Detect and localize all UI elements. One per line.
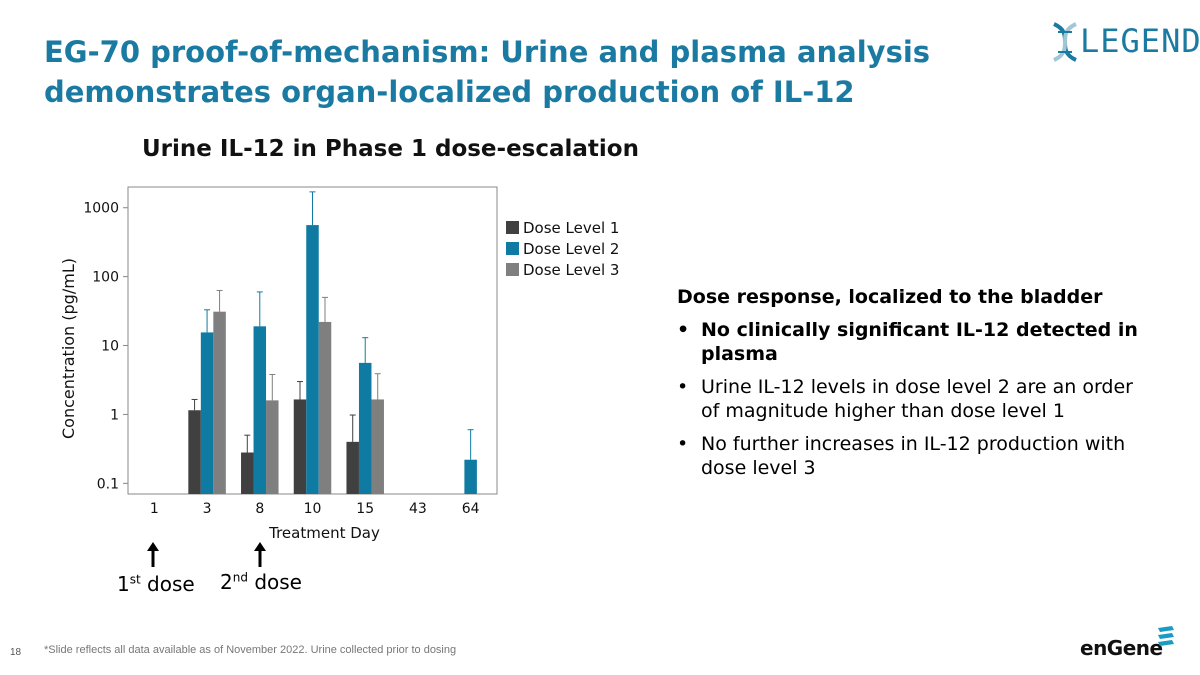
- x-tick-label: 3: [203, 501, 212, 517]
- footnote: *Slide reflects all data available as of…: [44, 644, 457, 656]
- bar: [346, 441, 359, 494]
- bar: [371, 399, 384, 494]
- page-number: 18: [10, 647, 22, 658]
- bullet-item: No further increases in IL-12 production…: [677, 432, 1157, 480]
- x-tick-label: 43: [409, 501, 427, 517]
- legend-label: Dose Level 1: [523, 219, 619, 237]
- y-tick-label: 1000: [83, 201, 119, 217]
- second-dose-label: 2nd dose: [220, 570, 302, 594]
- bar: [266, 400, 279, 494]
- right-panel: Dose response, localized to the bladder …: [677, 286, 1157, 489]
- legend-swatch: [506, 242, 519, 255]
- legend-swatch: [506, 221, 519, 234]
- right-panel-heading: Dose response, localized to the bladder: [677, 286, 1103, 308]
- x-tick-label: 8: [255, 501, 264, 517]
- y-tick-label: 100: [92, 270, 119, 286]
- bullet-item: No clinically significant IL-12 detected…: [677, 318, 1157, 366]
- chart-title: Urine IL-12 in Phase 1 dose-escalation: [142, 136, 639, 162]
- slide-title: EG-70 proof-of-mechanism: Urine and plas…: [44, 35, 931, 109]
- x-tick-label: 64: [462, 501, 480, 517]
- bar: [464, 459, 477, 494]
- legend-label: Dose Level 2: [523, 240, 619, 258]
- engene-logo-text: enGene: [1080, 636, 1163, 660]
- stripes-icon: [1158, 626, 1174, 646]
- dna-icon: [1053, 22, 1077, 62]
- bar: [253, 326, 267, 494]
- y-tick-label: 0.1: [97, 476, 119, 492]
- x-tick-label: 1: [150, 501, 159, 517]
- bar: [318, 321, 332, 494]
- legend-swatch: [506, 263, 519, 276]
- bar: [241, 452, 254, 494]
- legend-logo-text: LEGEND: [1080, 22, 1200, 60]
- x-tick-label: 15: [356, 501, 374, 517]
- x-axis-label: Treatment Day: [268, 524, 380, 542]
- y-axis-label: Concentration (pg/mL): [59, 258, 78, 439]
- y-tick-label: 1: [110, 407, 119, 423]
- y-tick-label: 10: [101, 339, 119, 355]
- legend-logo: LEGEND: [1050, 20, 1200, 64]
- bar: [306, 225, 319, 494]
- bar: [213, 311, 226, 494]
- bar: [188, 410, 201, 494]
- x-tick-label: 10: [304, 501, 322, 517]
- first-dose-label: 1st dose: [117, 572, 195, 596]
- bullet-item: Urine IL-12 levels in dose level 2 are a…: [677, 375, 1157, 423]
- bar: [358, 362, 372, 494]
- bullet-list: No clinically significant IL-12 detected…: [677, 318, 1157, 480]
- bar: [293, 399, 307, 494]
- bar: [200, 332, 214, 494]
- engene-logo: enGene: [1080, 626, 1180, 662]
- legend-label: Dose Level 3: [523, 261, 619, 279]
